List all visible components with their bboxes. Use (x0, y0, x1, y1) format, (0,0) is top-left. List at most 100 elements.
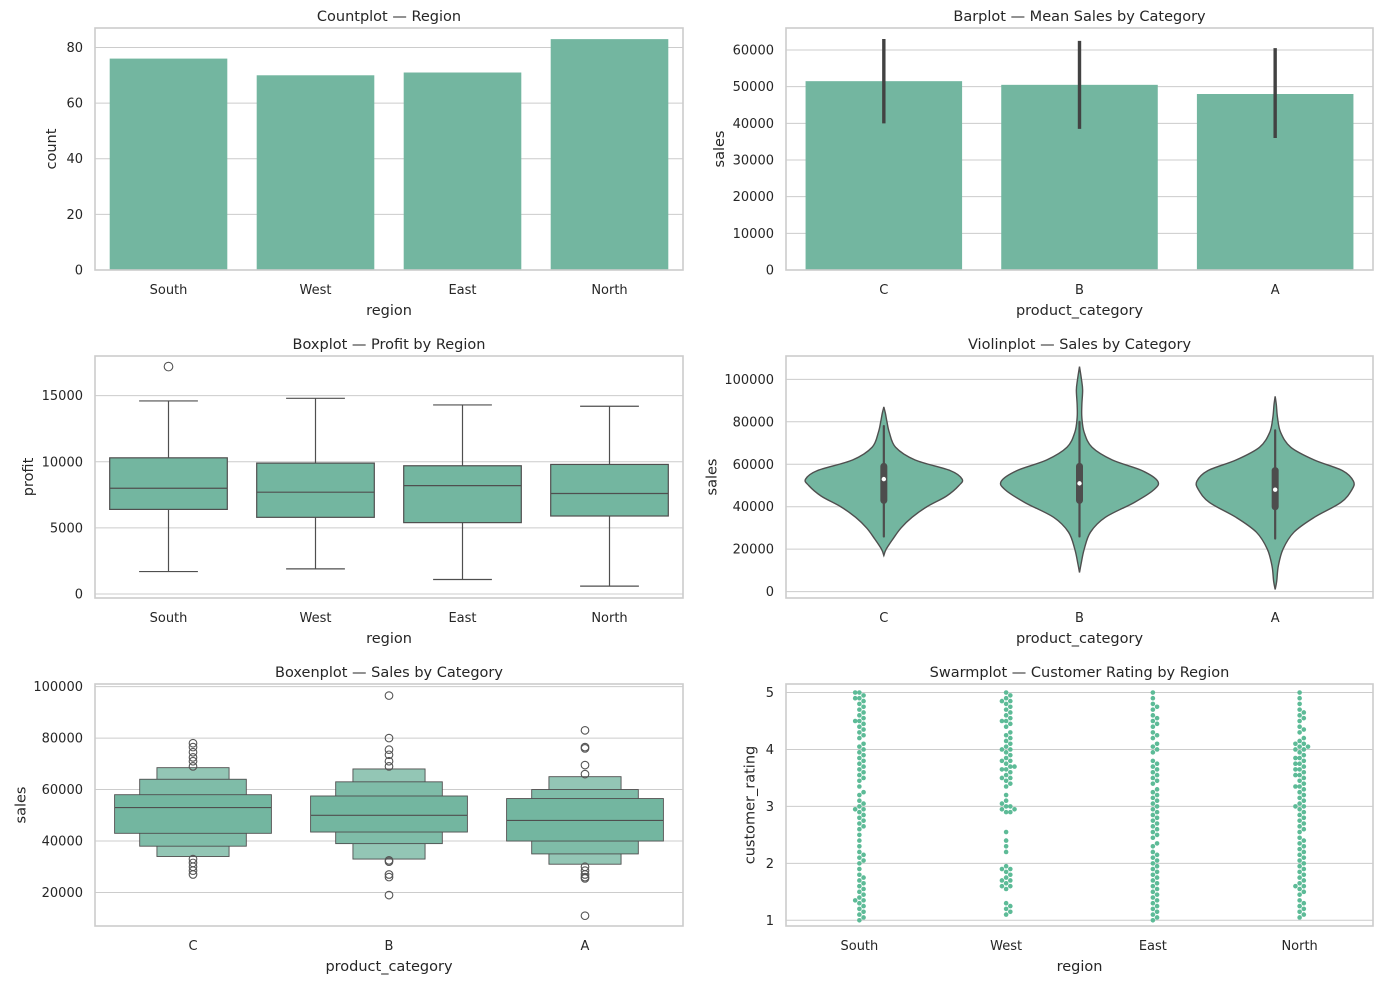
swarm-point (857, 735, 862, 741)
y-tick-label: 20000 (42, 886, 83, 901)
swarm-point (861, 721, 866, 727)
y-tick-label: 50000 (733, 80, 774, 95)
swarm-point (857, 883, 862, 889)
swarm-point (1293, 772, 1298, 778)
swarm-point (1150, 713, 1156, 718)
swarm-point (1003, 755, 1009, 761)
swarm-point (1154, 715, 1160, 721)
swarm-point (1154, 767, 1160, 772)
x-tick-label: South (840, 939, 878, 954)
swarm-point (1003, 869, 1009, 875)
swarm-point (1154, 747, 1160, 752)
swarm-point (1301, 792, 1307, 798)
y-tick-label: 80000 (42, 732, 83, 747)
swarm-point (1154, 821, 1160, 826)
swarm-point (857, 804, 862, 809)
bar (403, 72, 522, 271)
x-tick-label: North (1281, 939, 1317, 954)
flier-point (188, 756, 198, 766)
swarm-point (1297, 852, 1302, 858)
swarm-point (1154, 832, 1160, 838)
flier-point (580, 911, 590, 921)
swarm-point (1297, 903, 1302, 909)
swarm-point (1150, 829, 1156, 835)
swarm-point (857, 878, 862, 883)
swarm-point (1150, 730, 1156, 735)
swarm-point (1154, 815, 1160, 821)
swarm-point (1301, 787, 1307, 792)
swarm-point (1003, 695, 1009, 701)
swarm-point (1297, 909, 1302, 915)
swarm-point (1150, 861, 1156, 866)
swarm-point (861, 704, 866, 710)
y-tick-label: 20000 (733, 543, 774, 558)
y-tick-label: 0 (75, 264, 83, 279)
swarm-point (1003, 690, 1009, 695)
swarm-point (1301, 849, 1307, 855)
swarm-point (1003, 886, 1009, 892)
swarm-point (1301, 866, 1307, 872)
y-tick-label: 60000 (733, 458, 774, 473)
swarm-point (1008, 758, 1013, 764)
flier-point (580, 742, 590, 752)
swarm-point (857, 755, 862, 761)
swarm-point (861, 852, 866, 858)
swarm-point (1301, 715, 1307, 721)
swarm-point (1154, 778, 1160, 784)
swarm-point (1297, 789, 1302, 795)
swarm-point (852, 718, 858, 724)
bar (550, 39, 669, 271)
swarm-point (1297, 915, 1302, 920)
swarm-point (857, 798, 862, 804)
flier-point (188, 753, 198, 762)
swarm-point (857, 724, 862, 730)
swarm-point (1297, 818, 1302, 823)
swarm-point (1154, 741, 1160, 747)
y-tick-label: 60000 (733, 44, 774, 59)
axes-frame (94, 355, 684, 599)
countplot-panel: Countplot — Region 0 20 40 60 80 South West East… (44, 9, 684, 319)
swarm-point (1150, 900, 1156, 906)
y-axis-label: count (44, 128, 60, 169)
flier-point (384, 890, 394, 900)
swarm-point (1293, 883, 1298, 889)
box (403, 465, 522, 524)
swarm-point (1297, 730, 1302, 735)
x-tick-label: East (1139, 939, 1167, 954)
swarm-point (1154, 761, 1160, 767)
swarm-point (1008, 741, 1013, 747)
swarm-point (857, 730, 862, 735)
swarm-point (999, 801, 1005, 806)
violin-median (1077, 481, 1082, 486)
swarm-point (1003, 900, 1009, 906)
swarm-point (861, 710, 866, 715)
swarm-point (857, 843, 862, 849)
y-axis-label: customer_rating (742, 746, 758, 865)
swarm-point (857, 866, 862, 872)
x-tick-label: C (879, 611, 888, 626)
y-tick-label: 20000 (733, 190, 774, 205)
swarm-point (999, 767, 1005, 772)
swarm-point (1150, 855, 1156, 860)
swarm-point (1297, 795, 1302, 801)
swarm-point (1297, 718, 1302, 724)
swarm-point (1301, 883, 1307, 889)
swarm-point (857, 855, 862, 860)
x-axis-label: product_category (1016, 303, 1144, 319)
swarm-point (1154, 721, 1160, 727)
swarm-point (1297, 701, 1302, 707)
flier-point (188, 747, 198, 757)
swarm-point (999, 758, 1005, 764)
swarm-point (1154, 880, 1160, 886)
swarm-point (861, 818, 866, 823)
swarm-point (1150, 906, 1156, 912)
chart-title: Boxplot — Profit by Region (293, 337, 486, 353)
flier-point (384, 872, 394, 882)
y-axis-label: sales (704, 459, 720, 496)
y-tick-label: 40000 (733, 117, 774, 132)
swarm-point (857, 784, 862, 789)
swarm-point (1008, 730, 1013, 735)
swarm-point (1301, 889, 1307, 895)
violinplot-panel: Violinplot — Sales by Category 0 20000 4000… (704, 337, 1374, 647)
swarm-point (999, 775, 1005, 781)
